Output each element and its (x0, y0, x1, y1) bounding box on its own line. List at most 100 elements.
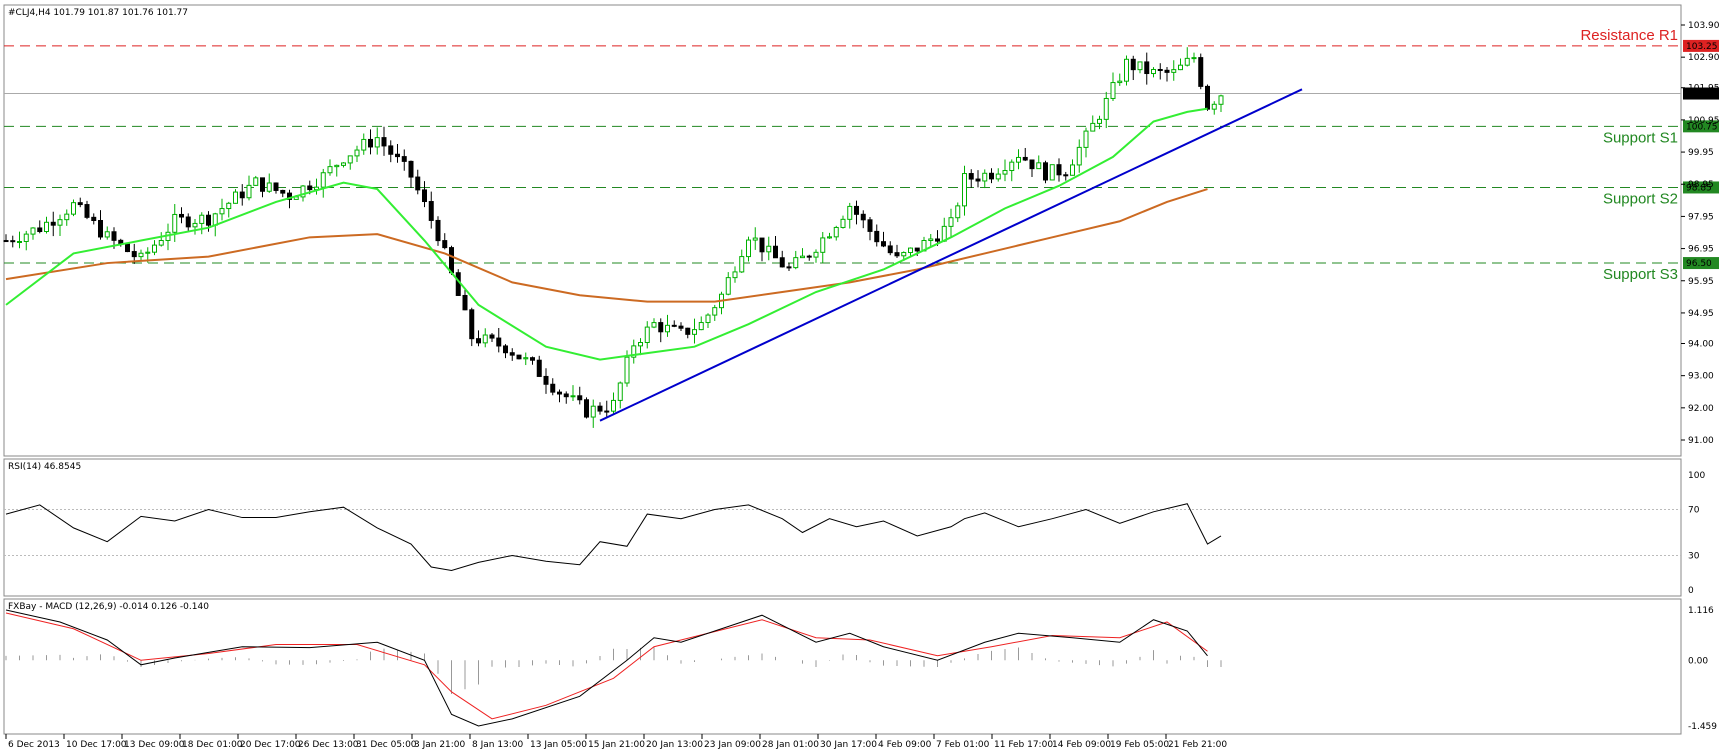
candle-body (779, 257, 785, 268)
price-tick-label-8: 95.95 (1688, 277, 1714, 287)
candle-body (158, 239, 164, 246)
rsi-indicator: 100 70 30 0 (4, 471, 1705, 596)
candle-body (1211, 103, 1217, 110)
candle-body (766, 245, 772, 253)
candle-body (125, 243, 130, 253)
candle-body (948, 217, 954, 227)
rsi-tick-label-3: 0 (1688, 586, 1694, 596)
time-label-3: 18 Dec 01:00 (182, 740, 243, 750)
candle-body (17, 240, 22, 243)
candle-body (476, 338, 481, 344)
candle-body (1103, 97, 1109, 120)
time-label-16: 7 Feb 01:00 (936, 740, 990, 750)
candle-body (584, 399, 589, 418)
candle-body (685, 327, 691, 335)
candle-body (901, 252, 907, 257)
trendline-group (599, 88, 1303, 422)
candle-body (10, 240, 16, 243)
price-tick-label-0: 103.90 (1688, 21, 1720, 31)
candle-body (806, 255, 812, 258)
candle-body (1063, 174, 1069, 177)
candle-body (307, 185, 313, 191)
candle-body (435, 219, 441, 242)
ma-slow-line (5, 188, 1208, 303)
candle-body (455, 272, 461, 296)
level-tag-2 (1683, 181, 1719, 194)
candle-body (300, 185, 306, 198)
candle-body (104, 231, 110, 238)
time-label-1: 10 Dec 17:00 (66, 740, 127, 750)
candle-body (30, 227, 36, 235)
time-label-8: 8 Jan 13:00 (472, 740, 524, 750)
candle-body (1205, 85, 1210, 110)
time-label-9: 13 Jan 05:00 (530, 740, 587, 750)
time-label-14: 30 Jan 17:00 (820, 740, 877, 750)
candle-body (975, 178, 981, 182)
candle-body (1117, 80, 1123, 84)
time-label-5: 26 Dec 13:00 (298, 740, 359, 750)
level-tag-text-1: 100.75 (1686, 122, 1718, 132)
candles (3, 47, 1224, 428)
candle-body (908, 247, 913, 254)
candle-body (246, 184, 252, 199)
price-tick-label-13: 91.00 (1688, 436, 1714, 446)
macd-indicator: 1.116 0.00 -1.459 (5, 606, 1717, 732)
candle-body (1009, 161, 1015, 172)
candle-body (543, 375, 549, 385)
price-tick-label-9: 94.95 (1688, 309, 1714, 319)
candle-body (1036, 162, 1042, 170)
candle-body (665, 324, 670, 333)
candle-body (658, 322, 664, 333)
candle-body (334, 164, 340, 168)
macd-pane (3, 598, 1682, 735)
candle-body (287, 192, 292, 200)
candle-body (570, 395, 576, 398)
candle-body (611, 399, 616, 412)
candle-body (827, 236, 832, 239)
level-tag-1 (1683, 120, 1719, 133)
candle-body (725, 277, 731, 295)
price-tick-label-5: 98.95 (1688, 180, 1714, 190)
candle-body (401, 156, 407, 162)
rsi-tick-label-1: 70 (1688, 506, 1700, 516)
time-label-11: 20 Jan 13:00 (646, 740, 703, 750)
candle-body (597, 405, 603, 412)
candle-body (482, 334, 488, 344)
candle-body (172, 213, 178, 233)
candle-body (347, 155, 353, 164)
candle-body (179, 213, 184, 218)
candle-body (192, 222, 198, 228)
candle-body (995, 173, 1001, 180)
candle-body (253, 177, 259, 186)
price-tick-label-1: 102.90 (1688, 53, 1720, 63)
level-label-2: Support S2 (1603, 190, 1678, 207)
level-label-3: Support S3 (1603, 266, 1678, 283)
candle-body (1191, 57, 1197, 60)
candle-body (199, 214, 205, 224)
candle-body (651, 322, 657, 328)
candle-body (1076, 146, 1082, 166)
candle-body (462, 294, 468, 311)
time-label-15: 4 Feb 09:00 (878, 740, 932, 750)
price-header: #CLJ4,H4 101.79 101.87 101.76 101.77 (8, 8, 188, 18)
time-label-0: 6 Dec 2013 (8, 740, 60, 750)
sr-levels: Resistance R1 103.25 Support S1 100.75 Suppo… (4, 27, 1719, 283)
candle-body (145, 251, 151, 254)
candle-body (820, 237, 826, 253)
candle-body (206, 214, 211, 226)
candle-body (84, 204, 90, 218)
candle-body (131, 251, 137, 258)
candle-body (1218, 95, 1224, 105)
macd-tick-label-2: -1.459 (1688, 722, 1717, 732)
time-label-2: 13 Dec 09:00 (124, 740, 185, 750)
time-label-10: 15 Jan 21:00 (588, 740, 645, 750)
rsi-pane (3, 458, 1682, 597)
candle-body (273, 182, 279, 191)
ma-fast-line (5, 107, 1208, 361)
candle-body (280, 189, 286, 194)
price-tick-label-12: 92.00 (1688, 404, 1714, 414)
candle-body (71, 202, 76, 215)
candle-body (550, 383, 556, 393)
candle-body (563, 393, 569, 398)
